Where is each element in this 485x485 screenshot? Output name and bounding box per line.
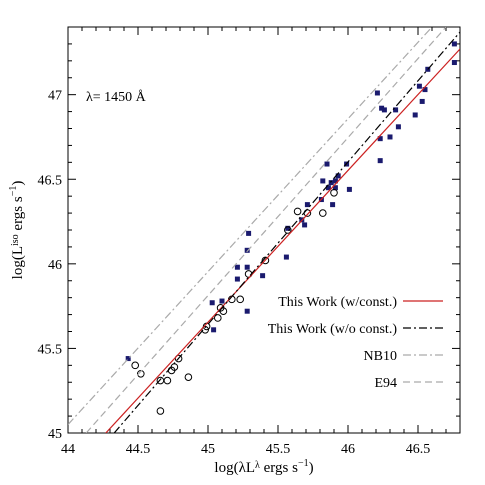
square-point: [325, 185, 331, 191]
square-point: [328, 180, 334, 186]
circle-point: [236, 295, 244, 304]
square-point: [374, 90, 380, 96]
circle-point: [284, 226, 292, 234]
circle-point: [214, 314, 222, 322]
x-tick-label: 46.5: [406, 442, 431, 457]
square-point: [335, 173, 341, 179]
circle-point: [219, 307, 228, 316]
y-tick-label: 47: [48, 89, 62, 104]
label-part: −1: [298, 458, 309, 469]
fit-line: [85, 27, 447, 433]
square-point: [332, 178, 338, 184]
square-point: [244, 247, 250, 253]
square-point: [234, 276, 240, 282]
x-tick-label: 44.5: [126, 442, 151, 457]
legend-label: This Work (w/o const.): [268, 322, 398, 337]
label-part: iso: [10, 234, 21, 246]
legend-label: This Work (w/const.): [278, 295, 397, 310]
label-part: ): [309, 460, 314, 476]
square-point: [416, 83, 422, 89]
legend-label: E94: [374, 376, 397, 391]
square-point: [234, 264, 240, 270]
square-point: [332, 185, 338, 191]
square-point: [377, 158, 383, 164]
square-point: [379, 105, 385, 111]
square-point: [125, 356, 131, 362]
circle-point: [163, 376, 172, 385]
square-point: [304, 202, 310, 208]
label-part: ): [10, 181, 26, 186]
circle-point: [174, 354, 183, 363]
circle-point: [330, 188, 338, 197]
y-tick-label: 45.5: [38, 342, 63, 357]
x-axis-label: log(λLλ ergs s−1): [214, 458, 313, 476]
square-point: [244, 264, 250, 270]
label-part: λ: [255, 460, 260, 471]
square-point: [377, 136, 383, 142]
square-point: [381, 107, 387, 113]
plot-frame: [67, 26, 461, 434]
square-point: [330, 202, 336, 208]
fit-line: [105, 48, 460, 433]
y-axis-label: log(Liso ergs s−1): [8, 181, 26, 280]
label-part: ergs s: [260, 460, 298, 476]
legend-label: NB10: [364, 349, 397, 364]
circle-point: [319, 209, 327, 217]
square-point: [395, 124, 401, 130]
annotation: λ= 1450 Å: [86, 89, 147, 105]
label-part: log(λL: [214, 460, 255, 476]
square-point: [387, 134, 393, 140]
square-point: [419, 98, 425, 104]
square-point: [412, 112, 418, 118]
x-tick-label: 45.5: [266, 442, 291, 457]
square-point: [393, 107, 399, 113]
square-point: [209, 300, 215, 306]
circle-point: [131, 361, 139, 370]
fit-line: [113, 31, 460, 433]
square-point: [260, 273, 266, 279]
square-point: [211, 327, 217, 333]
square-point: [246, 230, 252, 236]
label-part: −1: [8, 186, 19, 197]
x-tick-label: 45: [201, 442, 215, 457]
square-point: [283, 254, 289, 260]
x-tick-label: 44: [61, 442, 75, 457]
fit-line: [68, 27, 433, 425]
label-part: ergs s: [10, 196, 26, 234]
y-tick-label: 46: [48, 258, 62, 273]
y-tick-label: 46.5: [38, 173, 63, 188]
square-point: [324, 161, 330, 167]
circle-point: [201, 326, 209, 334]
square-point: [422, 87, 428, 93]
circle-point: [156, 407, 165, 415]
square-point: [302, 222, 308, 228]
square-point: [451, 60, 457, 66]
y-tick-label: 45: [48, 427, 62, 442]
circle-point: [184, 373, 193, 381]
x-tick-label: 46: [341, 442, 355, 457]
square-point: [244, 308, 250, 314]
square-point: [346, 186, 352, 192]
square-point: [285, 225, 291, 231]
square-point: [451, 41, 457, 47]
square-point: [219, 298, 225, 304]
circle-point: [293, 207, 302, 216]
label-part: log(L: [10, 246, 26, 279]
square-point: [320, 178, 326, 184]
